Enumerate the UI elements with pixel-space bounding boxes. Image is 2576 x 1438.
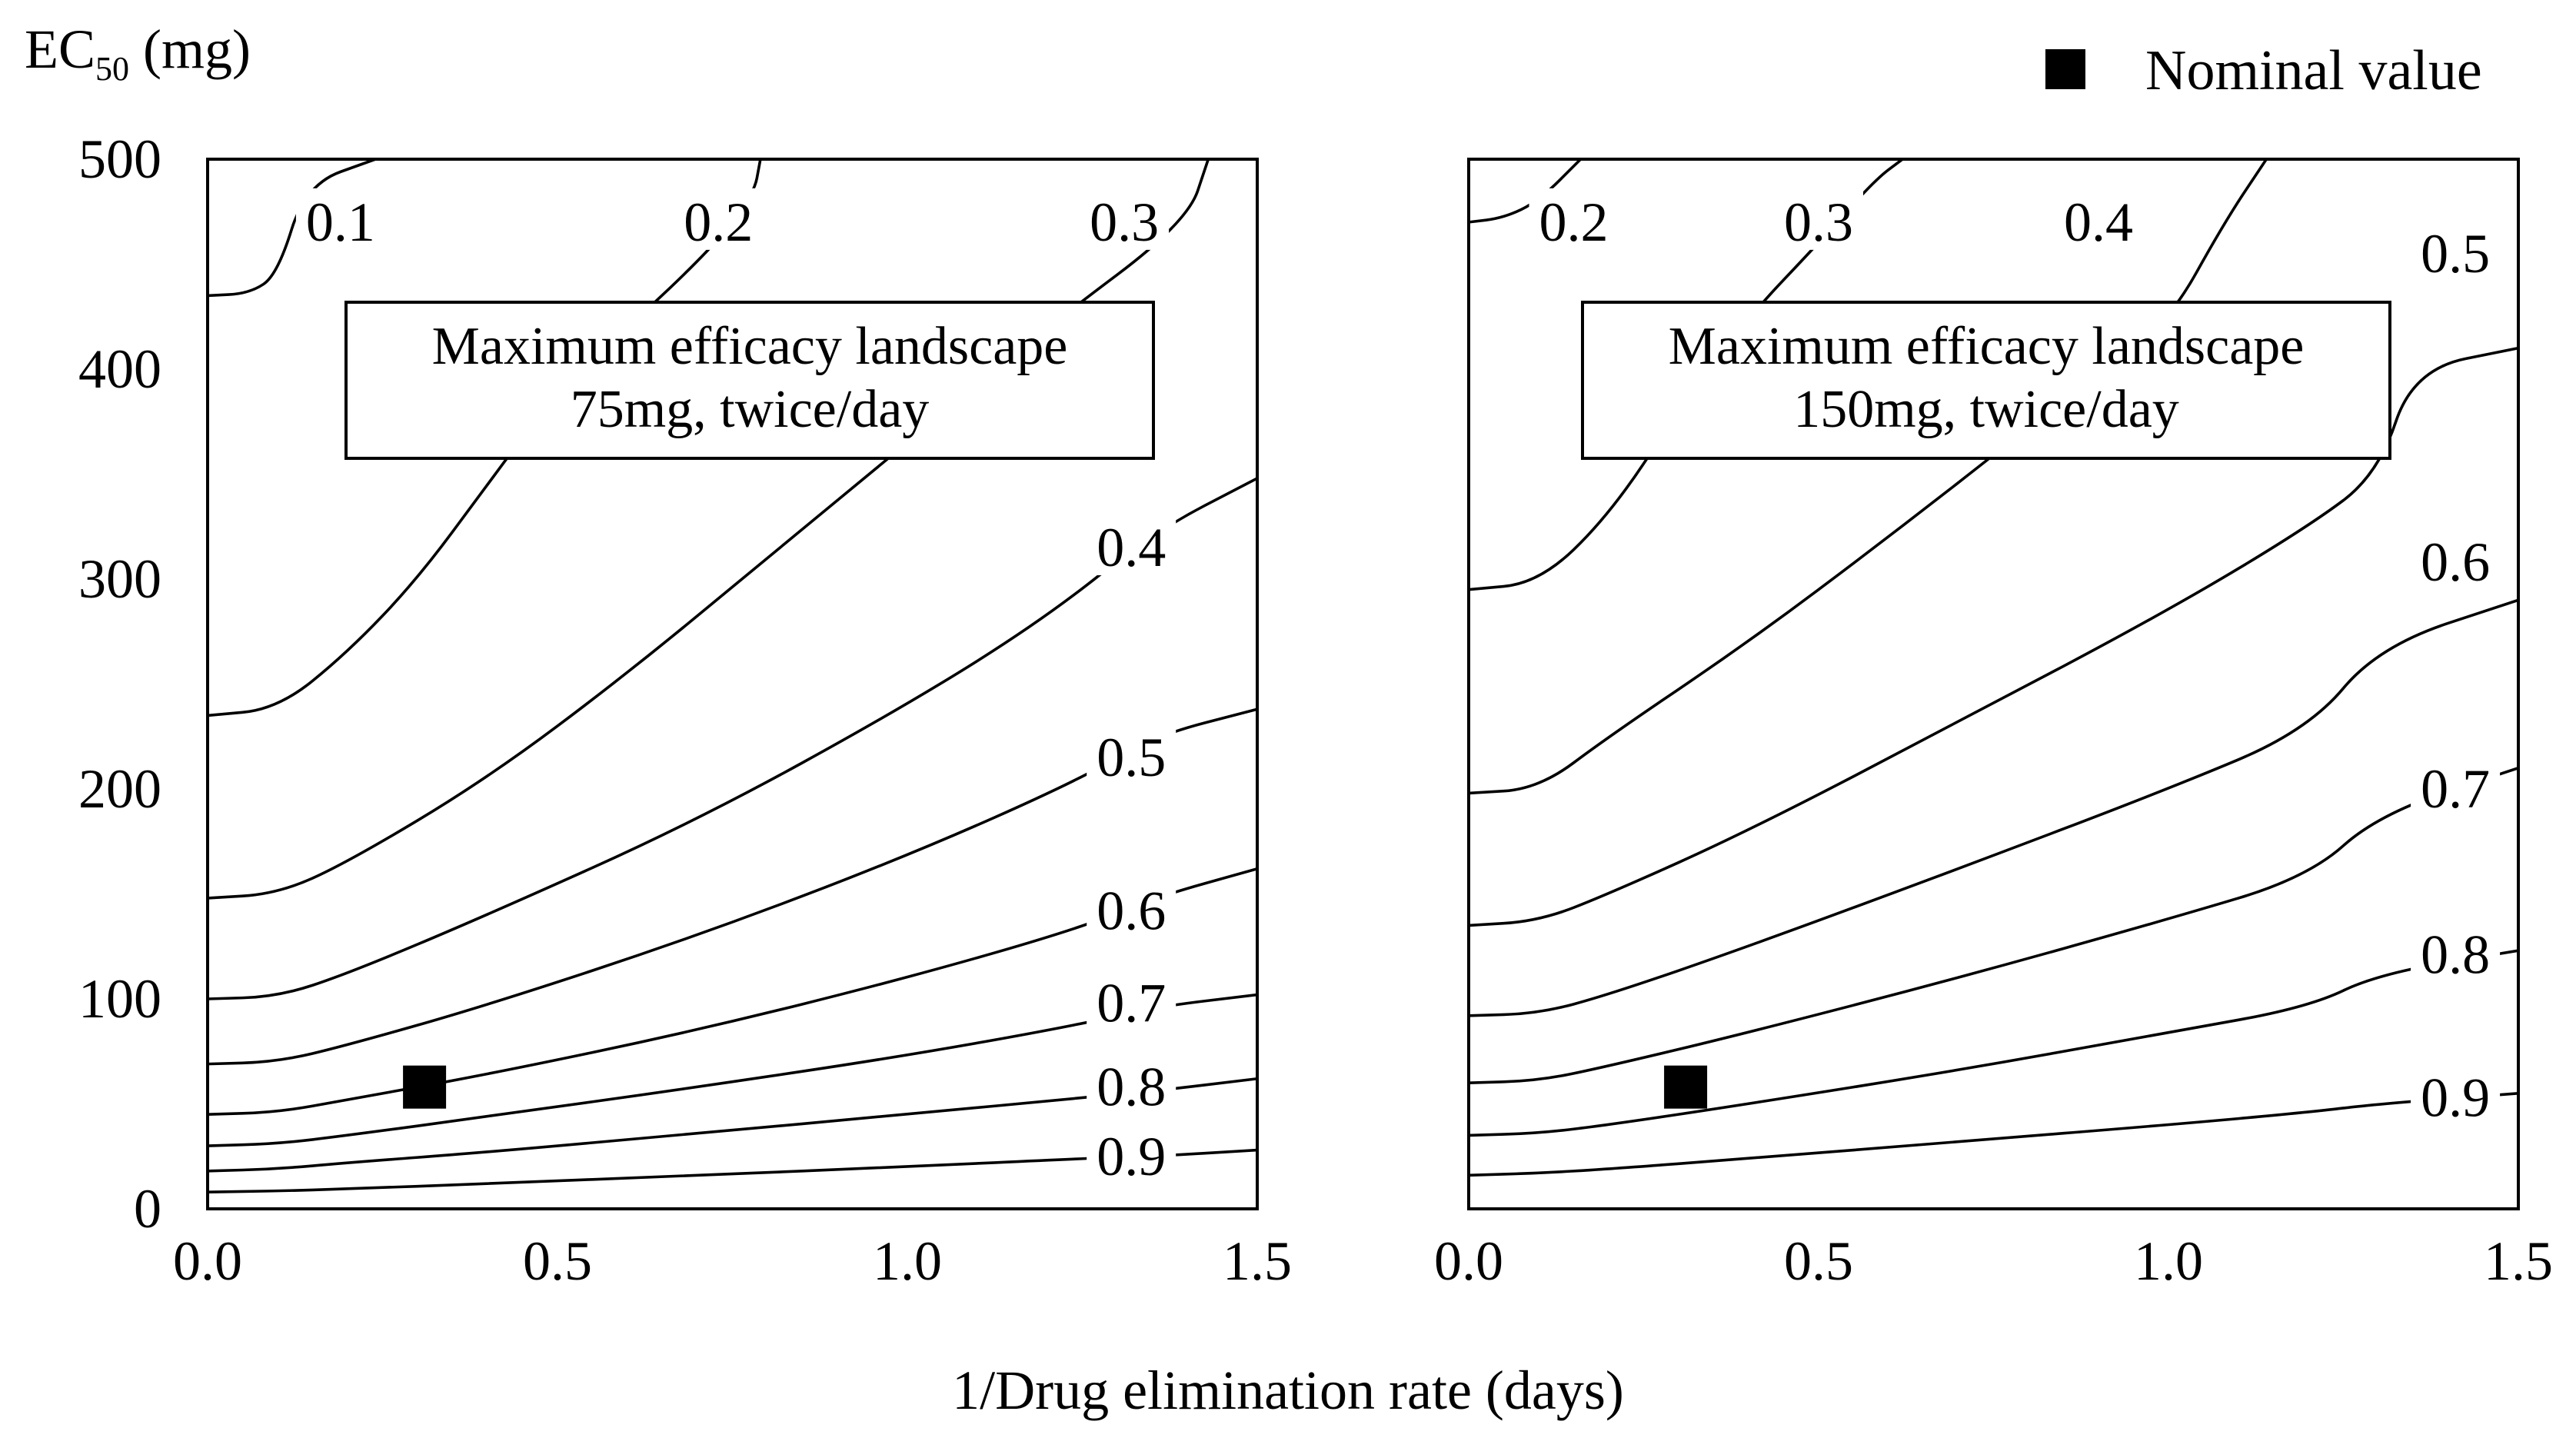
contour-line-0.4 <box>208 477 1257 1000</box>
contour-label-bg <box>1529 188 1619 250</box>
contour-line-0.9 <box>208 1148 1257 1193</box>
contour-label: 0.6 <box>1097 880 1166 941</box>
contour-label: 0.4 <box>2064 191 2133 253</box>
contour-line-0.8 <box>208 1077 1257 1173</box>
panel-150mg: 0.2 0.3 0.4 0.5 0.6 0.7 0.8 0.9 Maximum efficacy… <box>1434 158 2553 1292</box>
y-axis-title: EC50 (mg) <box>25 18 251 88</box>
y-tick-label: 200 <box>78 758 161 820</box>
contour-label-bg <box>1087 877 1177 939</box>
y-tick-label: 100 <box>78 968 161 1030</box>
contour-label: 0.2 <box>684 191 753 253</box>
contour-label-bg <box>1087 514 1177 576</box>
contour-label: 0.4 <box>1097 517 1166 578</box>
contour-label-bg <box>2411 219 2501 281</box>
contour-line-0.9 <box>1469 1092 2518 1177</box>
y-tick-label: 300 <box>78 548 161 610</box>
contour-label-bg <box>2054 188 2143 250</box>
contour-line-0.7 <box>208 993 1257 1147</box>
contour-line-0.6 <box>208 867 1257 1116</box>
contour-label: 0.3 <box>1090 191 1159 253</box>
legend: Nominal value <box>2045 39 2482 102</box>
contour-label-bg <box>1087 969 1177 1031</box>
x-axis-title: 1/Drug elimination rate (days) <box>952 1360 1624 1421</box>
contour-label: 0.5 <box>2421 223 2490 285</box>
contour-label: 0.8 <box>1097 1057 1166 1118</box>
contour-line-0.7 <box>1469 766 2518 1084</box>
contour-label-bg <box>2411 920 2501 983</box>
x-tick-label: 0.5 <box>1784 1230 1853 1292</box>
panel-75mg: 0.1 0.2 0.3 0.4 0.5 0.6 0.7 0.8 0.9 Maximum effic… <box>78 128 1292 1292</box>
annotation-subtitle: 75mg, twice/day <box>571 380 930 439</box>
contour-label-bg <box>295 188 385 250</box>
contour-label-bg <box>2411 528 2501 591</box>
contour-line-0.2 <box>208 159 762 717</box>
contour-line-0.5 <box>1469 346 2518 927</box>
legend-marker <box>2045 49 2085 89</box>
contour-label: 0.8 <box>2421 924 2490 986</box>
x-tick-label: 0.0 <box>173 1230 242 1292</box>
x-tick-label: 0.5 <box>523 1230 592 1292</box>
plot-frame <box>1467 158 2520 1210</box>
contour-label-bg <box>1087 1053 1177 1115</box>
nominal-value-marker <box>1664 1065 1708 1109</box>
contour-label: 0.9 <box>2421 1067 2490 1128</box>
contour-label-bg <box>2411 1064 2501 1126</box>
contour-label-bg <box>1080 188 1170 250</box>
contour-label: 0.3 <box>1784 191 1853 253</box>
contour-label-bg <box>1774 188 1863 250</box>
contour-label: 0.7 <box>2421 758 2490 820</box>
x-tick-label: 1.0 <box>873 1230 942 1292</box>
legend-label: Nominal value <box>2145 39 2482 102</box>
contour-label-bg <box>1087 1122 1177 1184</box>
annotation-subtitle: 150mg, twice/day <box>1793 380 2179 439</box>
x-tick-label: 1.5 <box>2484 1230 2553 1292</box>
contour-line-0.6 <box>1469 598 2518 1017</box>
contour-line-0.4 <box>1469 159 2268 795</box>
contour-label: 0.9 <box>1097 1126 1166 1187</box>
y-tick-label: 500 <box>78 128 161 190</box>
x-tick-label: 0.0 <box>1434 1230 1503 1292</box>
contour-label: 0.1 <box>306 191 375 253</box>
y-tick-label: 0 <box>134 1178 161 1240</box>
contour-label: 0.6 <box>2421 531 2490 593</box>
annotation-title: Maximum efficacy landscape <box>1669 317 2305 376</box>
contour-label-bg <box>674 188 764 250</box>
contour-label: 0.7 <box>1097 972 1166 1034</box>
contour-line-0.8 <box>1469 949 2518 1137</box>
contour-label-bg <box>2411 755 2501 817</box>
x-tick-label: 1.5 <box>1223 1230 1292 1292</box>
annotation-box <box>344 301 1155 460</box>
contour-label: 0.5 <box>1097 727 1166 788</box>
annotation-box <box>1581 301 2391 460</box>
x-tick-label: 1.0 <box>2134 1230 2203 1292</box>
y-tick-label: 400 <box>78 338 161 400</box>
annotation-title: Maximum efficacy landscape <box>432 317 1068 376</box>
nominal-value-marker <box>403 1065 447 1109</box>
contour-label-bg <box>1087 724 1177 786</box>
contour-label: 0.2 <box>1539 191 1609 253</box>
plot-frame <box>206 158 1259 1210</box>
